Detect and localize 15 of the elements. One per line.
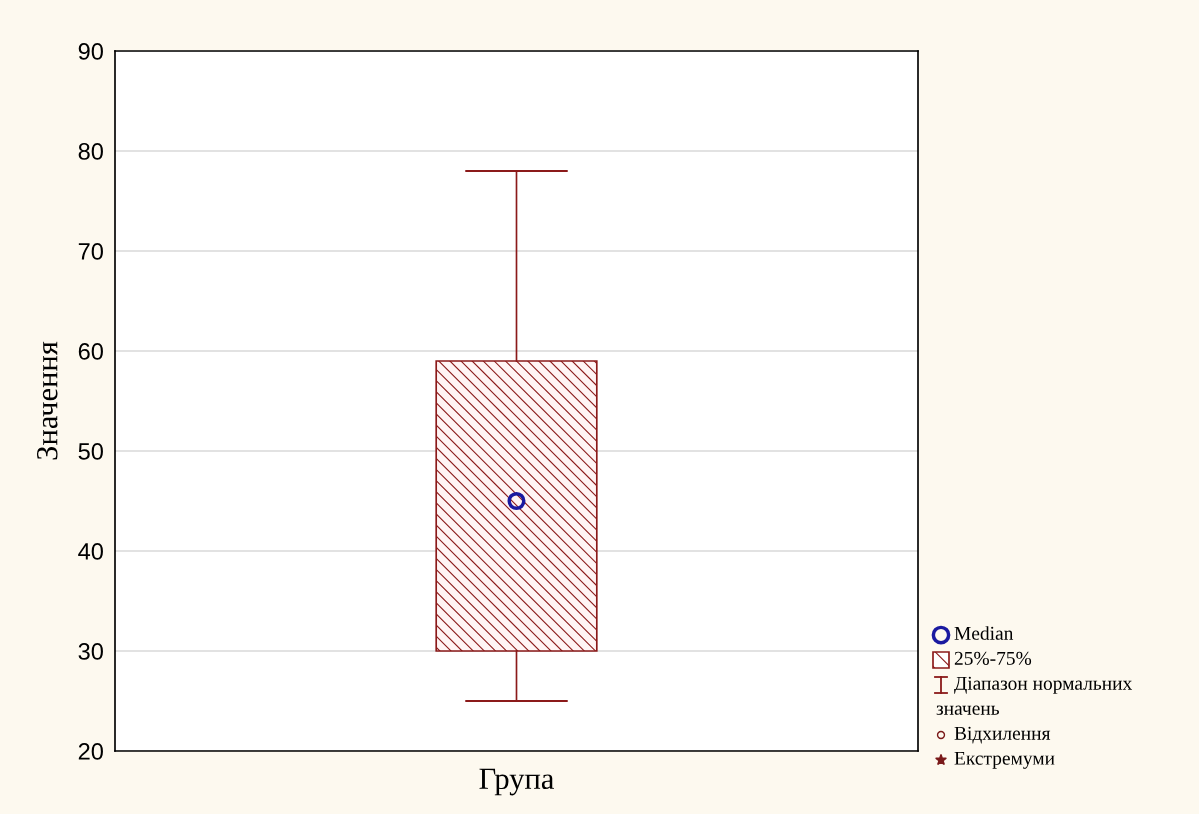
y-tick-label: 60 [78,343,103,360]
y-tick-label: 20 [78,743,103,760]
y-tick-label: 80 [78,143,103,160]
y-tick-label: 40 [78,543,103,560]
y-tick-label: 90 [78,43,103,60]
text: Median [954,626,1014,640]
y-axis-title: Значення [36,341,58,460]
text: 25%-75% [954,651,1032,665]
y-tick-label: 30 [78,643,103,660]
text: Екстремуми [954,751,1055,769]
y-tick-label: 50 [78,443,103,460]
x-tick-label: Група [479,768,554,796]
y-tick-label: 70 [78,243,103,260]
text: Діапазон нормальних значень [936,676,1133,715]
text: Відхилення [954,726,1051,744]
